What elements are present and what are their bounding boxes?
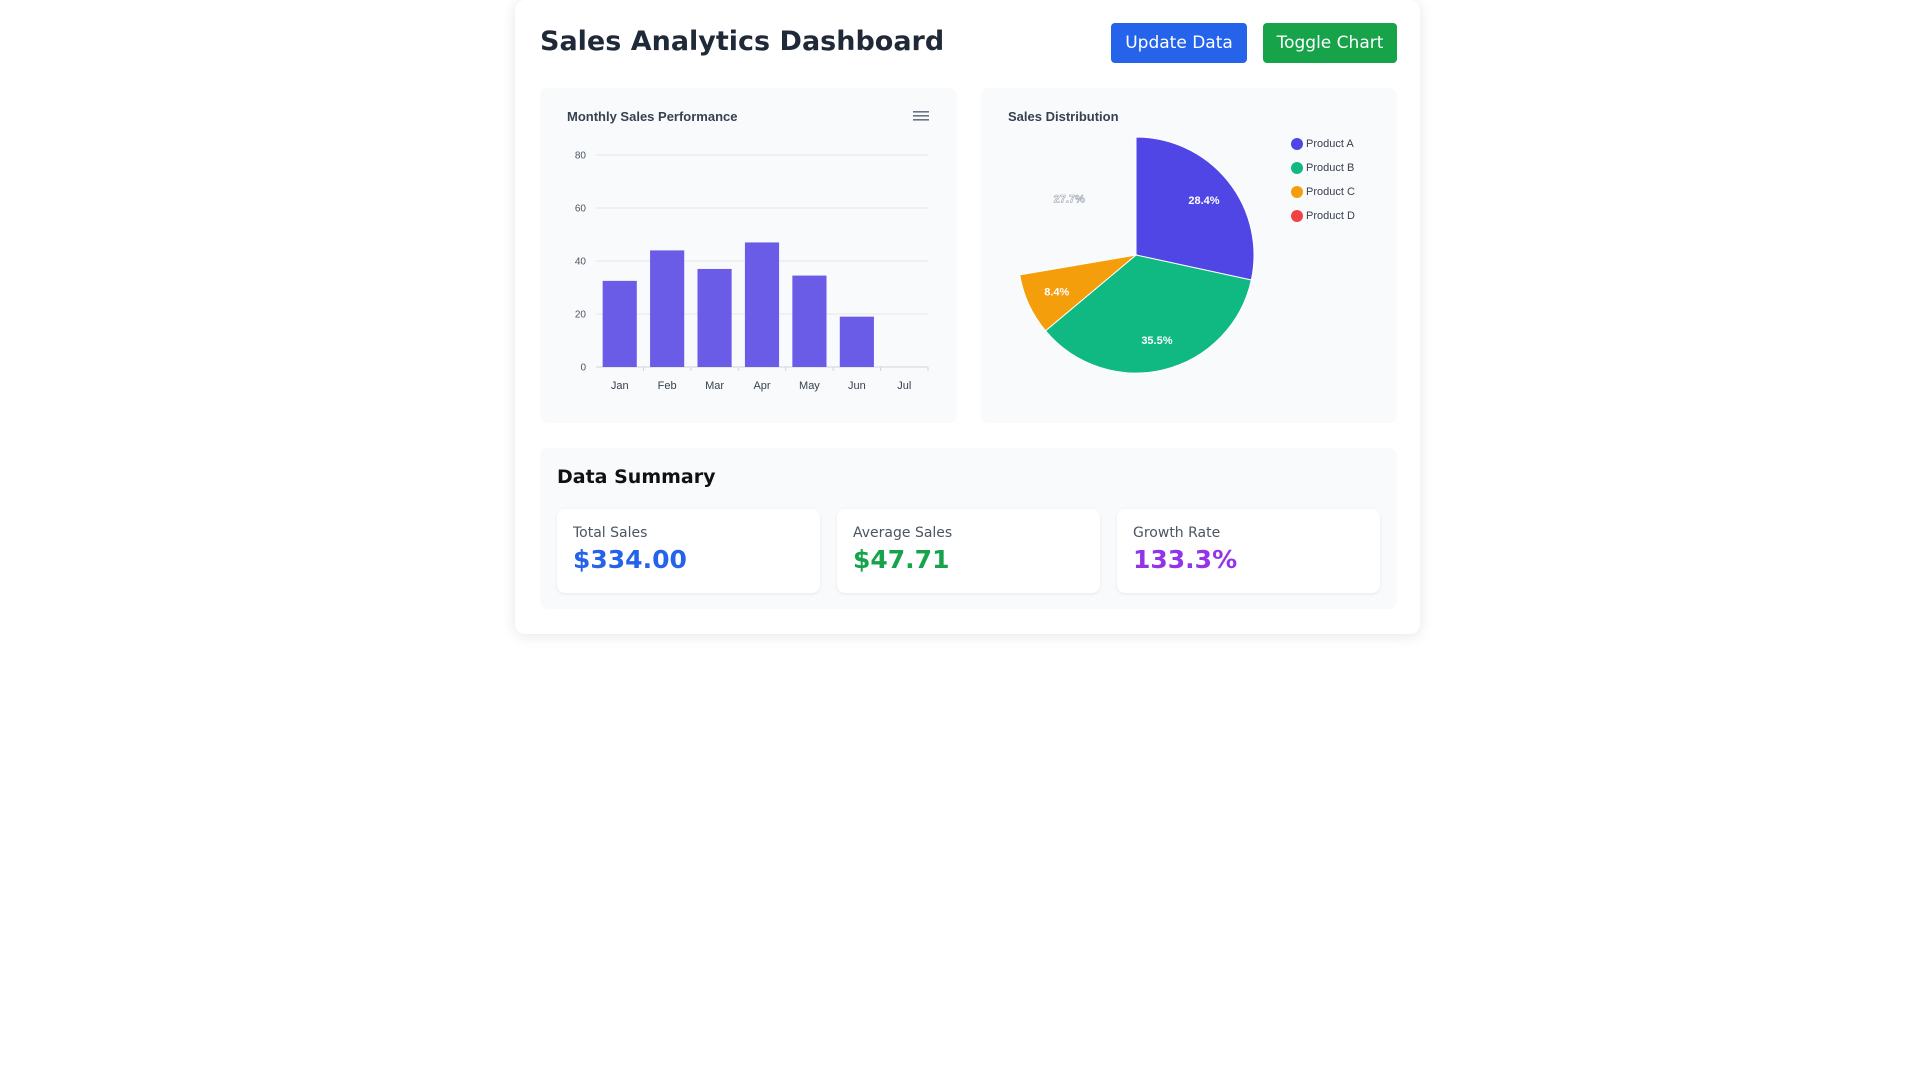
legend-swatch	[1291, 186, 1303, 198]
pie-value-label: 35.5%	[1141, 335, 1172, 347]
stat-card-total-sales: Total Sales $334.00	[557, 509, 820, 593]
pie-slice-product-c[interactable]	[1019, 254, 1138, 332]
bar-chart: 0 20 40 60 80 Jan Feb Mar Apr May Jun Jul	[575, 151, 929, 392]
legend-swatch	[1291, 210, 1303, 222]
legend-item-product-c[interactable]: Product C	[1291, 180, 1355, 204]
legend-swatch	[1291, 162, 1303, 174]
legend-label: Product C	[1306, 186, 1355, 198]
stat-label: Growth Rate	[1133, 525, 1221, 541]
summary-title: Data Summary	[557, 466, 716, 488]
legend-item-product-b[interactable]: Product B	[1291, 156, 1355, 180]
update-data-button[interactable]: Update Data	[1111, 23, 1247, 63]
hamburger-menu-icon[interactable]	[912, 108, 930, 124]
stat-value: $47.71	[853, 545, 950, 574]
legend-label: Product B	[1306, 162, 1355, 174]
stat-value: 133.3%	[1133, 545, 1238, 574]
x-tick-label: May	[799, 380, 820, 392]
toggle-chart-button[interactable]: Toggle Chart	[1263, 23, 1397, 63]
bar-jan[interactable]	[602, 280, 637, 367]
legend-item-product-a[interactable]: Product A	[1291, 132, 1355, 156]
x-tick-label: Jul	[897, 380, 911, 392]
y-tick-label: 80	[575, 151, 587, 162]
pie-slice-product-a[interactable]	[1135, 136, 1255, 281]
page-title: Sales Analytics Dashboard	[540, 26, 945, 57]
pie-chart-panel: Sales Distribution 28.4% 35.5% 8.4% 27.7% P…	[981, 88, 1397, 423]
x-tick-label: Mar	[705, 380, 724, 392]
bar-apr[interactable]	[744, 242, 780, 367]
legend-item-product-d[interactable]: Product D	[1291, 204, 1355, 228]
pie-chart-title: Sales Distribution	[1008, 109, 1119, 124]
y-tick-label: 20	[575, 310, 587, 321]
stat-card-growth-rate: Growth Rate 133.3%	[1117, 509, 1380, 593]
y-tick-label: 60	[575, 204, 587, 215]
stat-label: Total Sales	[573, 525, 648, 541]
x-tick-label: Feb	[658, 380, 677, 392]
pie-value-label: 28.4%	[1188, 195, 1219, 207]
bar-mar[interactable]	[697, 268, 732, 367]
pie-value-label: 8.4%	[1044, 287, 1069, 299]
pie-chart: 28.4% 35.5% 8.4% 27.7%	[1019, 136, 1255, 374]
bar-chart-panel: Monthly Sales Performance 0 20 40 60 80 Jan Fe…	[540, 88, 957, 423]
stat-card-average-sales: Average Sales $47.71	[837, 509, 1100, 593]
bar-chart-title: Monthly Sales Performance	[567, 109, 738, 124]
legend-label: Product D	[1306, 210, 1355, 222]
stat-value: $334.00	[573, 545, 687, 574]
bar-may[interactable]	[792, 275, 827, 367]
pie-legend: Product A Product B Product C Product D	[1291, 132, 1355, 228]
dashboard-card: Sales Analytics Dashboard Update Data To…	[515, 0, 1420, 634]
pie-slice-product-b[interactable]	[1044, 254, 1252, 374]
bar-feb[interactable]	[650, 250, 685, 367]
x-tick-label: Jun	[848, 380, 866, 392]
legend-label: Product A	[1306, 138, 1354, 150]
y-tick-label: 0	[580, 363, 586, 374]
x-tick-label: Jan	[611, 380, 629, 392]
x-tick-label: Apr	[753, 380, 770, 392]
bar-jun[interactable]	[839, 316, 874, 367]
stat-label: Average Sales	[853, 525, 953, 541]
y-tick-label: 40	[575, 257, 587, 268]
pie-value-label: 27.7%	[1054, 194, 1085, 206]
data-summary-section: Data Summary Total Sales $334.00 Average…	[540, 448, 1397, 609]
legend-swatch	[1291, 138, 1303, 150]
